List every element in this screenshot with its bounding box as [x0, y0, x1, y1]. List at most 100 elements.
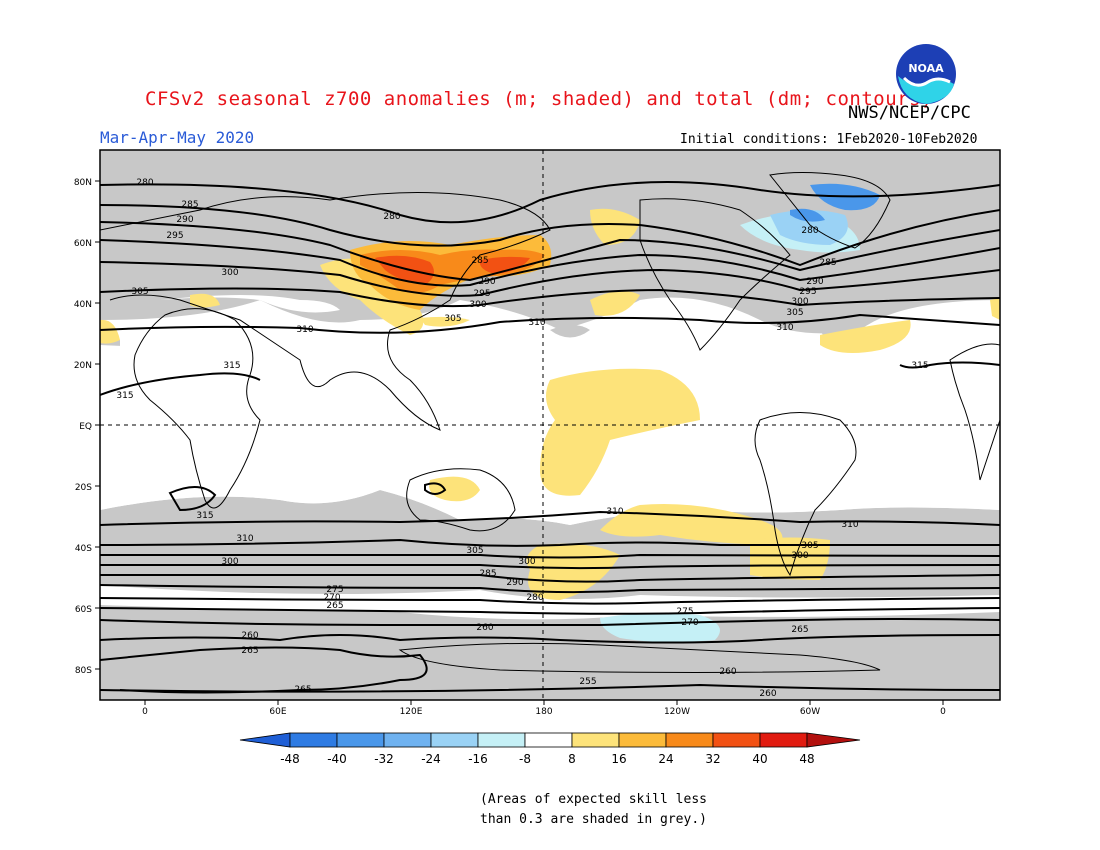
lat-label-20s: 20S	[75, 483, 92, 493]
contour-label: 300	[469, 300, 486, 310]
colorbar-tick: -16	[468, 752, 488, 766]
low-skill-grey-areas	[100, 150, 1000, 700]
contour-label: 265	[326, 601, 343, 611]
colorbar-tick: -48	[280, 752, 300, 766]
noaa-logo-icon: NOAA	[896, 44, 956, 104]
lon-ticks	[144, 700, 944, 705]
lat-label-eq: EQ	[79, 422, 92, 432]
contour-label: 285	[819, 258, 836, 268]
colorbar-swatch	[289, 732, 338, 748]
contour-label: 305	[131, 287, 148, 297]
colorbar-swatch	[712, 732, 761, 748]
lon-label-180: 180	[535, 707, 552, 717]
contour-label: 260	[719, 667, 736, 677]
southern-white-bands	[100, 295, 1000, 620]
contour-label: 310	[296, 325, 313, 335]
colorbar	[239, 732, 861, 748]
contour-label: 290	[478, 277, 495, 287]
contour-label: 300	[791, 551, 808, 561]
contour-label: 310	[606, 507, 623, 517]
contour-label: 280	[801, 226, 818, 236]
colorbar-tick-labels: -48 -40 -32 -24 -16 -8 8 16 24 32 40 48	[280, 752, 814, 766]
colorbar-high-arrow	[806, 732, 861, 748]
colorbar-tick: 48	[799, 752, 814, 766]
lon-label-60e: 60E	[269, 707, 286, 717]
svg-text:NOAA: NOAA	[908, 62, 944, 75]
colorbar-swatch	[383, 732, 432, 748]
contour-label: 310	[776, 323, 793, 333]
lon-label-120w: 120W	[664, 707, 690, 717]
contour-label: 295	[473, 289, 490, 299]
map-frame	[99, 149, 1001, 701]
season-label: Mar-Apr-May 2020	[100, 128, 255, 147]
colorbar-tick: 40	[752, 752, 767, 766]
contour-label: 265	[294, 685, 311, 695]
negative-anomaly-lightblue	[600, 213, 860, 643]
height-contours	[100, 181, 1000, 694]
contour-label: 275	[676, 607, 693, 617]
contour-label: 295	[799, 287, 816, 297]
contour-label: 315	[116, 391, 133, 401]
colorbar-tick: 24	[658, 752, 673, 766]
contour-label: 275	[326, 585, 343, 595]
contour-label: 300	[221, 557, 238, 567]
lon-label-0: 0	[142, 707, 148, 717]
contour-label: 260	[759, 689, 776, 699]
colorbar-tick: -40	[327, 752, 347, 766]
chart-title: CFSv2 seasonal z700 anomalies (m; shaded…	[145, 88, 933, 110]
colorbar-tick: 16	[611, 752, 626, 766]
colorbar-swatch	[524, 732, 573, 748]
contour-label: 315	[223, 361, 240, 371]
contour-label: 315	[196, 511, 213, 521]
lat-label-60n: 60N	[74, 239, 92, 249]
lon-label-0-east: 0	[940, 707, 946, 717]
lat-label-60s: 60S	[75, 605, 92, 615]
footnote-line-2: than 0.3 are shaded in grey.)	[480, 812, 707, 827]
lon-label-60w: 60W	[800, 707, 820, 717]
initial-conditions-label: Initial conditions: 1Feb2020-10Feb2020	[680, 132, 978, 147]
contour-label: 255	[579, 677, 596, 687]
contour-label: 285	[181, 200, 198, 210]
contour-label: 290	[506, 578, 523, 588]
contour-label: 270	[681, 618, 698, 628]
lat-label-40n: 40N	[74, 300, 92, 310]
contour-label: 305	[786, 308, 803, 318]
colorbar-tick: -8	[519, 752, 531, 766]
contour-label: 280	[136, 178, 153, 188]
lon-label-120e: 120E	[400, 707, 423, 717]
colorbar-tick: -32	[374, 752, 394, 766]
contour-value-labels: 280 280 280 285 285 285 290 290 290 295 …	[116, 178, 928, 699]
colorbar-swatch	[571, 732, 620, 748]
colorbar-swatch	[665, 732, 714, 748]
map-background	[100, 150, 1000, 700]
contour-label: 310	[841, 520, 858, 530]
contour-label: 300	[518, 557, 535, 567]
footnote-line-1: (Areas of expected skill less	[480, 792, 707, 807]
agency-label: NWS/NCEP/CPC	[848, 103, 971, 123]
colorbar-tick: -24	[421, 752, 441, 766]
lat-label-20n: 20N	[74, 361, 92, 371]
continent-outlines	[100, 172, 1000, 673]
contour-label: 290	[806, 277, 823, 287]
contour-label: 300	[221, 268, 238, 278]
contour-label: 260	[476, 623, 493, 633]
contour-label: 300	[791, 297, 808, 307]
lat-label-80s: 80S	[75, 666, 92, 676]
colorbar-swatch	[759, 732, 808, 748]
contour-label: 305	[444, 314, 461, 324]
colorbar-swatch	[477, 732, 526, 748]
positive-anomaly-yellow	[100, 208, 1000, 600]
contour-label: 260	[241, 631, 258, 641]
contour-label: 265	[241, 646, 258, 656]
colorbar-low-arrow	[239, 732, 291, 748]
contour-label: 310	[528, 318, 545, 328]
contour-label: 285	[479, 569, 496, 579]
lat-label-80n: 80N	[74, 178, 92, 188]
contour-label: 265	[791, 625, 808, 635]
lat-label-40s: 40S	[75, 544, 92, 554]
colorbar-swatch	[430, 732, 479, 748]
skill-footnote: (Areas of expected skill less than 0.3 a…	[480, 790, 707, 830]
contour-label: 305	[466, 546, 483, 556]
contour-label: 280	[383, 212, 400, 222]
contour-label: 280	[526, 593, 543, 603]
